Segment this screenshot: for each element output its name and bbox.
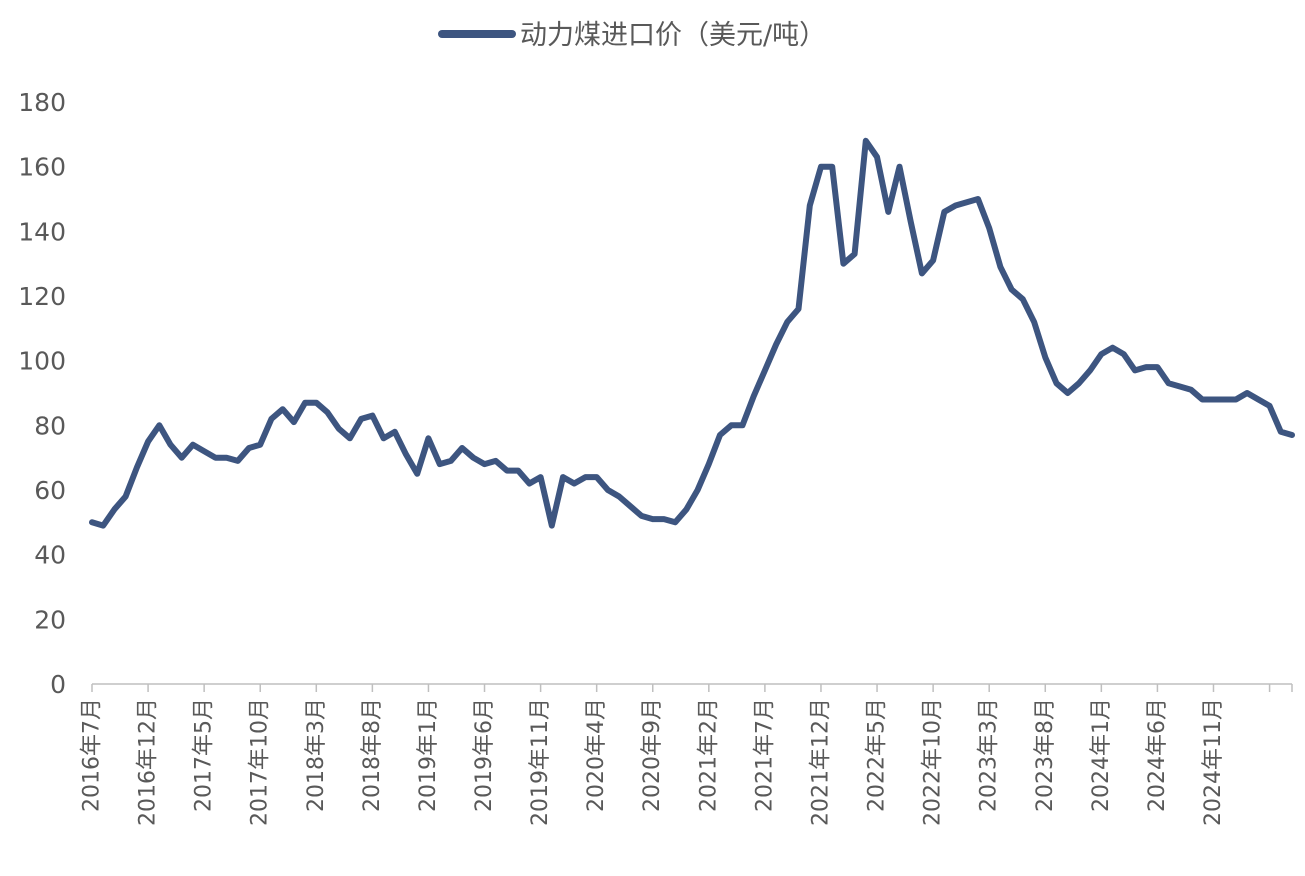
y-tick-label: 100 [18,347,66,376]
y-axis: 0 20 40 60 80 100 120 140 160 180 [18,88,66,699]
x-tick-label: 2019年1月 [416,698,441,812]
x-tick-label: 2022年5月 [865,698,890,812]
x-axis: 2016年7月 2016年12月 2017年5月 2017年10月 2018年3月 201… [80,683,1293,826]
legend-label: 动力煤进口价（美元/吨） [520,20,826,51]
y-tick-label: 0 [50,670,66,699]
x-tick-label: 2023年3月 [977,698,1002,812]
x-tick-label: 2020年4月 [584,698,609,812]
y-tick-label: 180 [18,88,66,117]
x-tick-label: 2024年11月 [1201,698,1226,826]
x-tick-label: 2021年7月 [752,698,777,812]
y-tick-label: 40 [34,541,66,570]
legend: 动力煤进口价（美元/吨） [438,20,826,51]
x-tick-label: 2017年10月 [248,698,273,826]
x-tick-label: 2023年8月 [1033,698,1058,812]
x-tick-label: 2021年12月 [808,698,833,826]
x-tick-label: 2016年12月 [136,698,161,826]
x-tick-label: 2019年11月 [528,698,553,826]
x-tick-label: 2024年1月 [1089,698,1114,812]
x-tick-label: 2016年7月 [80,698,105,812]
y-tick-label: 140 [18,217,66,246]
x-tick-label: 2019年6月 [472,698,497,812]
x-tick-label: 2018年3月 [304,698,329,812]
y-tick-label: 80 [34,411,66,440]
series-layer [89,137,1295,529]
x-tick-label: 2024年6月 [1145,698,1170,812]
x-tick-label: 2017年5月 [192,698,217,812]
x-tick-label: 2020年9月 [640,698,665,812]
y-tick-label: 60 [34,476,66,505]
x-tick-label: 2022年10月 [921,698,946,826]
series-line [89,137,1295,529]
y-tick-label: 20 [34,605,66,634]
x-tick-label: 2018年8月 [360,698,385,812]
y-tick-label: 160 [18,153,66,182]
y-tick-label: 120 [18,282,66,311]
x-tick-label: 2021年2月 [696,698,721,812]
